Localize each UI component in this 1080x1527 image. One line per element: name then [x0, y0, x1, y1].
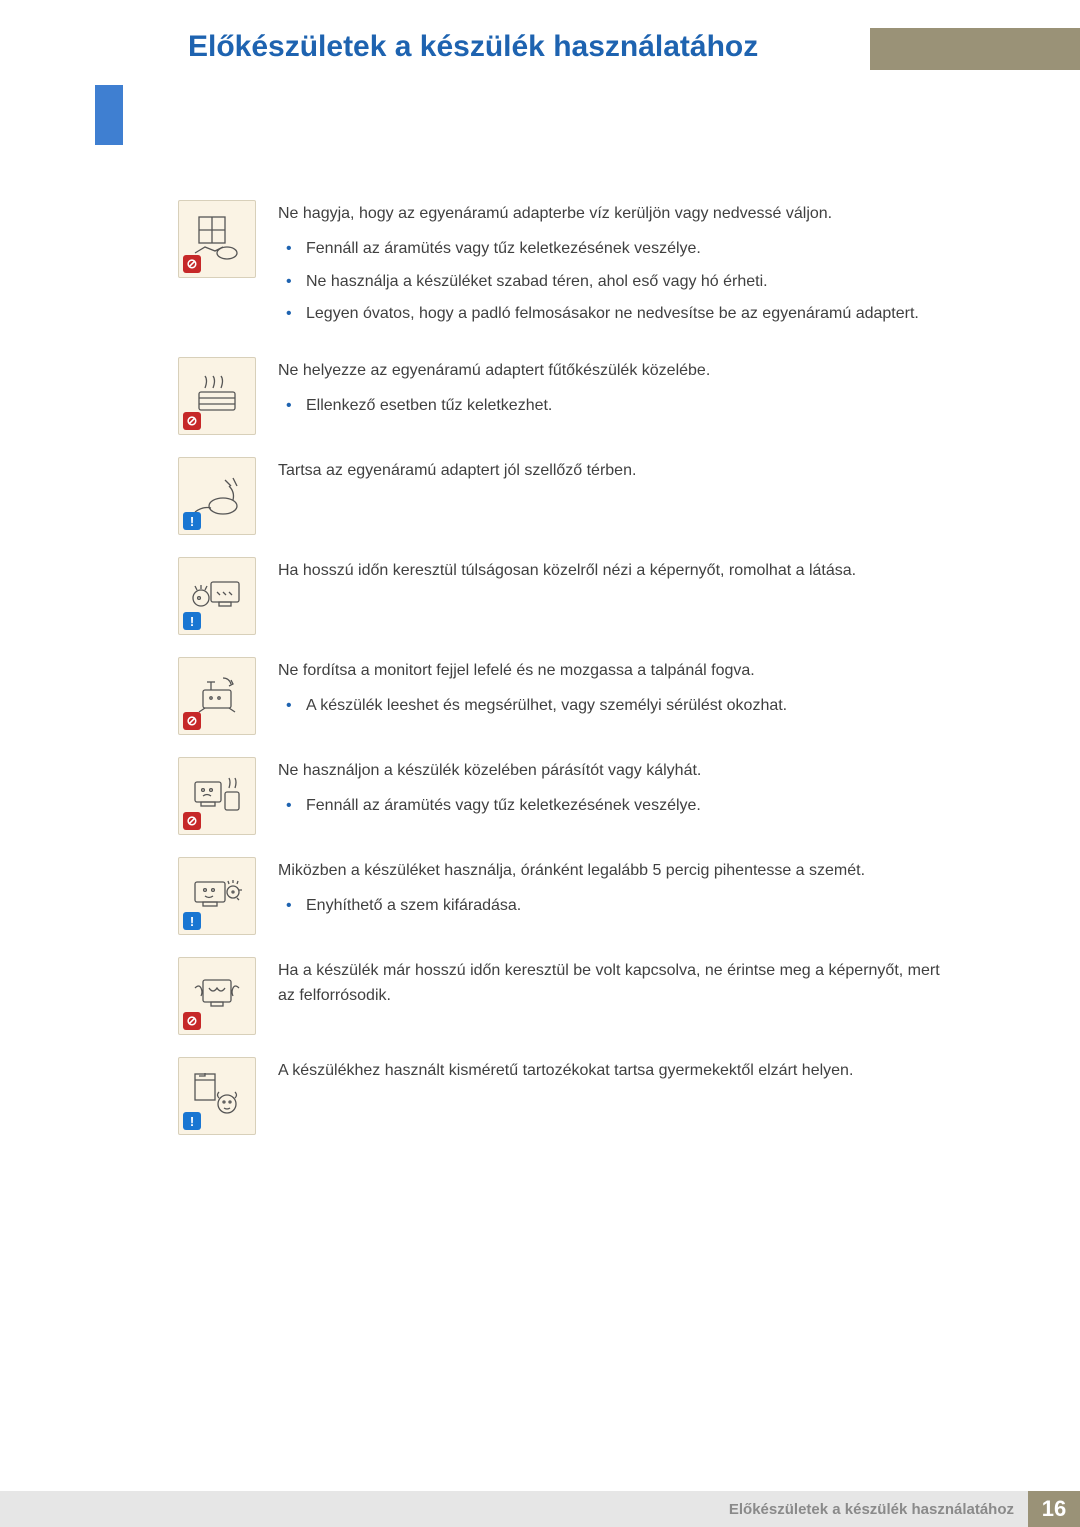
prohibit-badge-icon: ⊘: [183, 255, 201, 273]
safety-bullets: Ellenkező esetben tűz keletkezhet.: [278, 394, 958, 419]
safety-text: Tartsa az egyenáramú adaptert jól szellő…: [278, 457, 958, 535]
left-stripe: [95, 85, 123, 145]
content-area: ⊘ Ne hagyja, hogy az egyenáramú adapterbe…: [178, 200, 958, 1157]
safety-heading: Tartsa az egyenáramú adaptert jól szellő…: [278, 459, 958, 484]
safety-bullet: Ne használja a készüléket szabad téren, …: [306, 270, 958, 295]
safety-text: A készülékhez használt kisméretű tartozé…: [278, 1057, 958, 1135]
safety-bullets: Fennáll az áramütés vagy tűz keletkezésé…: [278, 237, 958, 327]
safety-item: ⊘ Ne helyezze az egyenáramú adaptert fűtő…: [178, 357, 958, 435]
safety-bullet: Legyen óvatos, hogy a padló felmosásakor…: [306, 302, 958, 327]
safety-icon-hot-screen: ⊘: [178, 957, 256, 1035]
safety-heading: Ne használjon a készülék közelében párás…: [278, 759, 958, 784]
safety-icon-humidifier: ⊘: [178, 757, 256, 835]
safety-icon-rest-eyes: !: [178, 857, 256, 935]
info-badge-icon: !: [183, 612, 201, 630]
safety-item: ⊘ Ha a készülék már hosszú időn keresztül…: [178, 957, 958, 1035]
footer-text: Előkészületek a készülék használatához: [0, 1491, 1028, 1527]
safety-bullets: Enyhíthető a szem kifáradása.: [278, 894, 958, 919]
safety-bullet: Enyhíthető a szem kifáradása.: [306, 894, 958, 919]
safety-text: Ne helyezze az egyenáramú adaptert fűtők…: [278, 357, 958, 435]
safety-bullets: Fennáll az áramütés vagy tűz keletkezésé…: [278, 794, 958, 819]
safety-item: ! Tartsa az egyenáramú adaptert jól szell…: [178, 457, 958, 535]
safety-item: ⊘ Ne fordítsa a monitort fejjel lefelé és…: [178, 657, 958, 735]
safety-bullet: A készülék leeshet és megsérülhet, vagy …: [306, 694, 958, 719]
safety-heading: Ha hosszú időn keresztül túlságosan köze…: [278, 559, 958, 584]
safety-item: ⊘ Ne használjon a készülék közelében párá…: [178, 757, 958, 835]
safety-heading: Ne hagyja, hogy az egyenáramú adapterbe …: [278, 202, 958, 227]
info-badge-icon: !: [183, 912, 201, 930]
safety-text: Ha hosszú időn keresztül túlságosan köze…: [278, 557, 958, 635]
safety-heading: Miközben a készüléket használja, óránkén…: [278, 859, 958, 884]
safety-text: Ne használjon a készülék közelében párás…: [278, 757, 958, 835]
info-badge-icon: !: [183, 1112, 201, 1130]
safety-item: ! Miközben a készüléket használja, óránké…: [178, 857, 958, 935]
page-title: Előkészületek a készülék használatához: [188, 30, 758, 64]
safety-item: ! Ha hosszú időn keresztül túlságosan köz…: [178, 557, 958, 635]
safety-text: Ha a készülék már hosszú időn keresztül …: [278, 957, 958, 1035]
safety-bullet: Ellenkező esetben tűz keletkezhet.: [306, 394, 958, 419]
safety-icon-heater: ⊘: [178, 357, 256, 435]
safety-text: Ne fordítsa a monitort fejjel lefelé és …: [278, 657, 958, 735]
safety-icon-upside-down: ⊘: [178, 657, 256, 735]
safety-text: Miközben a készüléket használja, óránkén…: [278, 857, 958, 935]
info-badge-icon: !: [183, 512, 201, 530]
header-khaki: [870, 28, 1080, 70]
safety-icon-small-parts: !: [178, 1057, 256, 1135]
safety-heading: Ne fordítsa a monitort fejjel lefelé és …: [278, 659, 958, 684]
safety-item: ⊘ Ne hagyja, hogy az egyenáramú adapterbe…: [178, 200, 958, 335]
prohibit-badge-icon: ⊘: [183, 712, 201, 730]
prohibit-badge-icon: ⊘: [183, 1012, 201, 1030]
safety-heading: Ha a készülék már hosszú időn keresztül …: [278, 959, 958, 1009]
prohibit-badge-icon: ⊘: [183, 412, 201, 430]
safety-item: ! A készülékhez használt kisméretű tartoz…: [178, 1057, 958, 1135]
safety-text: Ne hagyja, hogy az egyenáramú adapterbe …: [278, 200, 958, 335]
safety-heading: Ne helyezze az egyenáramú adaptert fűtők…: [278, 359, 958, 384]
safety-heading: A készülékhez használt kisméretű tartozé…: [278, 1059, 958, 1084]
safety-bullet: Fennáll az áramütés vagy tűz keletkezésé…: [306, 237, 958, 262]
safety-icon-water: ⊘: [178, 200, 256, 278]
page-number: 16: [1028, 1491, 1080, 1527]
prohibit-badge-icon: ⊘: [183, 812, 201, 830]
safety-bullet: Fennáll az áramütés vagy tűz keletkezésé…: [306, 794, 958, 819]
footer: Előkészületek a készülék használatához 1…: [0, 1491, 1080, 1527]
safety-icon-vent: !: [178, 457, 256, 535]
safety-bullets: A készülék leeshet és megsérülhet, vagy …: [278, 694, 958, 719]
safety-icon-eyes-close: !: [178, 557, 256, 635]
